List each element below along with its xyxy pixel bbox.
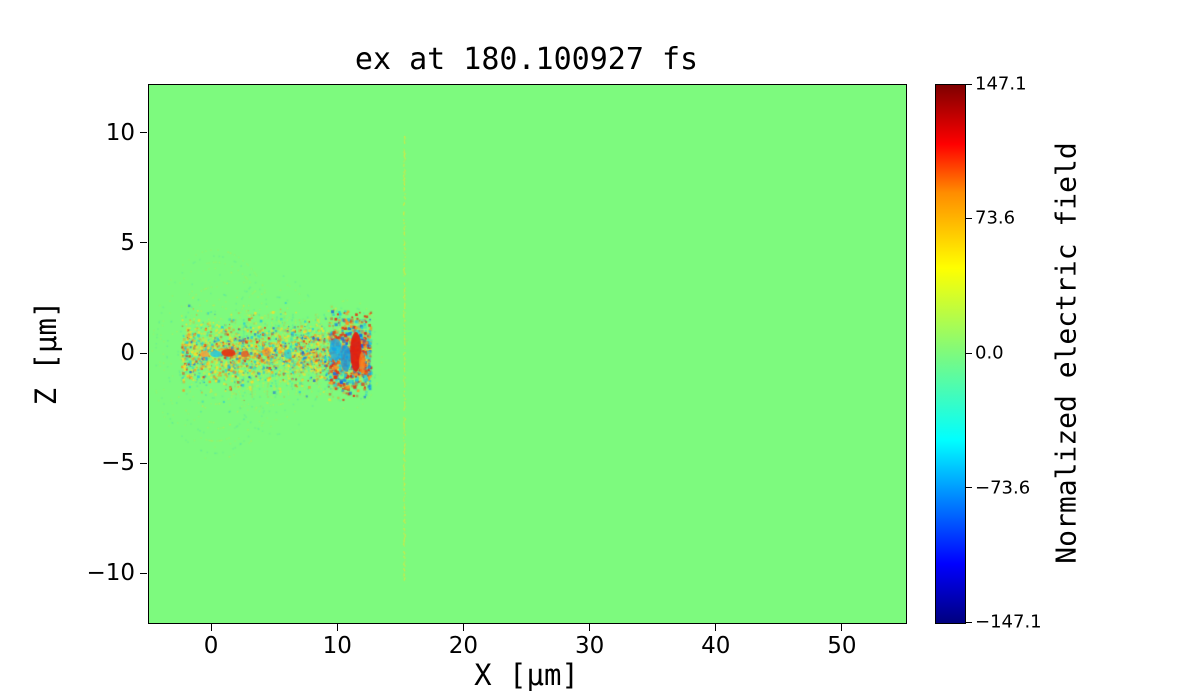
colorbar-tick-mark	[966, 487, 972, 489]
x-tick-label: 30	[574, 633, 605, 659]
y-tick-label: 0	[120, 340, 135, 366]
x-axis-label: X [μm]	[474, 658, 579, 692]
colorbar	[935, 84, 966, 624]
x-tick-label: 50	[827, 633, 857, 659]
plot-area	[148, 84, 907, 624]
y-tick-label: 5	[120, 229, 135, 256]
y-tick-label: −5	[101, 450, 135, 477]
y-tick-mark	[140, 572, 147, 574]
x-tick-mark	[336, 624, 338, 631]
colorbar-tick-mark	[966, 83, 972, 85]
y-tick-mark	[140, 242, 147, 244]
colorbar-tick-mark	[966, 217, 972, 219]
colorbar-tick-label: 0.0	[975, 342, 1004, 364]
x-tick-mark	[841, 624, 843, 631]
colorbar-tick-label: −73.6	[975, 477, 1031, 499]
y-axis-label: Z [μm]	[29, 300, 63, 406]
y-tick-mark	[140, 352, 147, 354]
y-tick-label: 10	[105, 119, 135, 146]
colorbar-tick-mark	[966, 621, 972, 623]
x-tick-label: 10	[322, 633, 352, 659]
x-tick-mark	[210, 624, 212, 631]
x-tick-label: 40	[701, 633, 731, 659]
x-tick-mark	[715, 624, 717, 631]
x-tick-mark	[589, 624, 591, 631]
plot-title: ex at 180.100927 fs	[354, 42, 699, 77]
colorbar-tick-label: −147.1	[975, 611, 1042, 633]
x-tick-label: 20	[448, 633, 479, 659]
colorbar-tick-label: 73.6	[975, 207, 1016, 229]
x-tick-mark	[462, 624, 464, 631]
colorbar-label: Normalized electric field	[1049, 142, 1083, 564]
colorbar-tick-label: 147.1	[975, 73, 1027, 95]
colorbar-tick-mark	[966, 352, 972, 354]
heatmap-canvas	[149, 85, 906, 623]
y-tick-mark	[140, 462, 147, 464]
x-tick-label: 0	[203, 633, 219, 659]
colorbar-gradient	[936, 85, 965, 623]
y-tick-label: −10	[86, 560, 135, 587]
y-tick-mark	[140, 132, 147, 133]
